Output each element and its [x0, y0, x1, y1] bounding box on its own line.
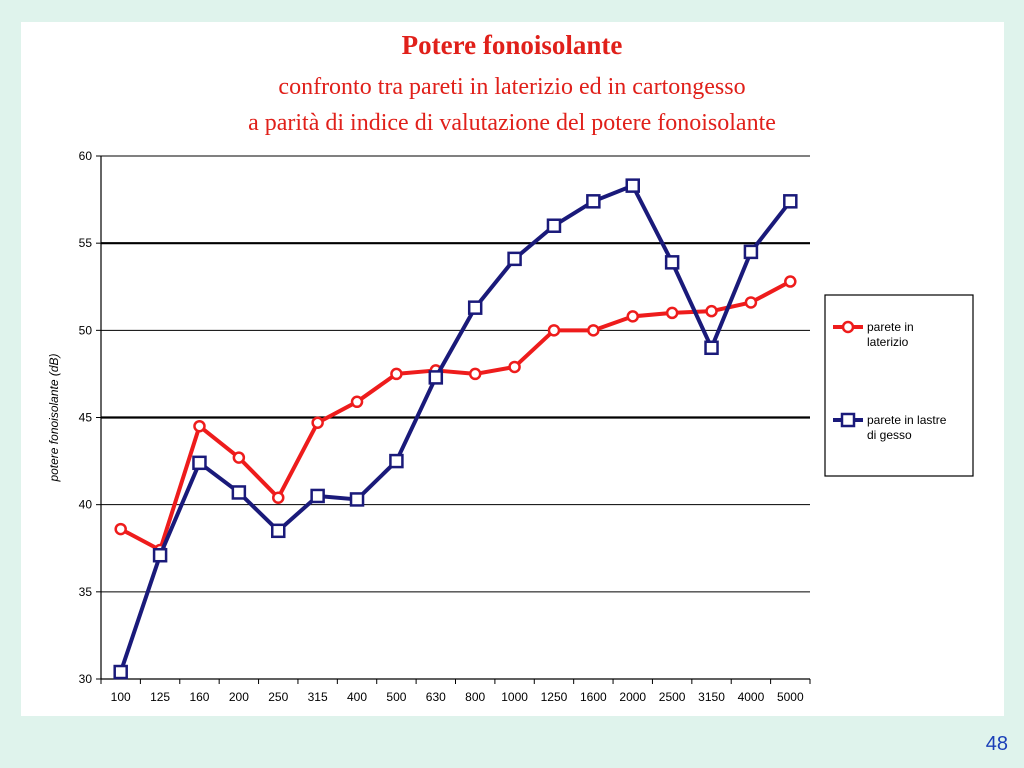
data-point-circle — [232, 451, 246, 464]
data-point-square — [743, 244, 759, 260]
data-point-square — [349, 492, 365, 507]
y-tick-label: 35 — [79, 585, 93, 599]
chart-subtitle-line-1: confronto tra pareti in laterizio ed in … — [278, 74, 746, 100]
x-tick-label: 4000 — [738, 690, 765, 704]
data-point-square — [783, 194, 798, 209]
legend-label: di gesso — [867, 428, 912, 442]
data-point-square — [271, 523, 286, 539]
y-tick-label: 45 — [79, 411, 93, 425]
data-point-square — [507, 251, 522, 267]
data-point-square — [546, 218, 562, 233]
data-point-square — [664, 255, 680, 270]
y-tick-label: 50 — [79, 323, 93, 337]
legend-marker-square — [840, 412, 856, 428]
data-point-circle — [547, 324, 561, 337]
x-tick-label: 100 — [111, 690, 131, 704]
data-point-circle — [114, 522, 127, 536]
x-tick-label: 2000 — [619, 690, 646, 704]
x-tick-label: 1000 — [501, 690, 528, 704]
series-line-1 — [119, 279, 792, 552]
data-point-circle — [744, 296, 758, 309]
x-tick-label: 160 — [189, 690, 209, 704]
data-point-circle — [350, 395, 364, 409]
chart-title: Potere fonoisolante — [401, 30, 623, 60]
data-point-square — [389, 453, 404, 469]
data-point-square — [192, 455, 207, 471]
y-tick-label: 55 — [79, 236, 93, 250]
data-point-circle — [626, 310, 639, 323]
data-point-circle — [784, 275, 797, 288]
y-axis-label: potere fonoisolante (dB) — [47, 353, 61, 482]
legend-marker-circle — [841, 320, 855, 334]
data-point-circle — [193, 419, 206, 433]
data-point-square — [231, 485, 247, 500]
y-tick-label: 30 — [79, 672, 93, 686]
x-tick-label: 125 — [150, 690, 170, 704]
data-point-circle — [665, 306, 679, 320]
data-point-circle — [272, 491, 285, 504]
x-tick-label: 5000 — [777, 690, 804, 704]
x-tick-label: 2500 — [659, 690, 686, 704]
legend-label: laterizio — [867, 335, 909, 349]
x-tick-label: 630 — [426, 690, 446, 704]
x-tick-label: 1250 — [541, 690, 568, 704]
data-point-square — [310, 488, 325, 504]
data-point-square — [586, 194, 601, 209]
x-tick-label: 315 — [308, 690, 328, 704]
data-point-circle — [390, 367, 403, 381]
y-tick-label: 60 — [79, 149, 93, 163]
data-point-circle — [311, 416, 324, 429]
series-line-2 — [118, 183, 792, 673]
data-point-square — [467, 300, 483, 315]
legend-label: parete in lastre — [867, 413, 947, 427]
legend-label: parete in — [867, 320, 914, 334]
data-point-circle — [705, 304, 718, 318]
y-tick-label: 40 — [79, 498, 93, 512]
data-point-square — [704, 340, 719, 356]
x-tick-label: 250 — [268, 690, 288, 704]
x-tick-label: 3150 — [698, 690, 725, 704]
x-tick-label: 400 — [347, 690, 367, 704]
data-point-square — [625, 178, 640, 193]
x-tick-label: 800 — [465, 690, 485, 704]
data-point-circle — [508, 360, 521, 374]
data-point-square — [113, 664, 128, 680]
data-point-square — [152, 547, 168, 563]
data-point-square — [428, 370, 444, 385]
x-tick-label: 200 — [229, 690, 249, 704]
chart-subtitle-line-2: a parità di indice di valutazione del po… — [248, 110, 776, 136]
slide-number: 48 — [985, 733, 1008, 755]
x-tick-label: 500 — [386, 690, 406, 704]
data-point-circle — [468, 367, 482, 381]
data-point-circle — [587, 324, 600, 337]
x-tick-label: 1600 — [580, 690, 607, 704]
